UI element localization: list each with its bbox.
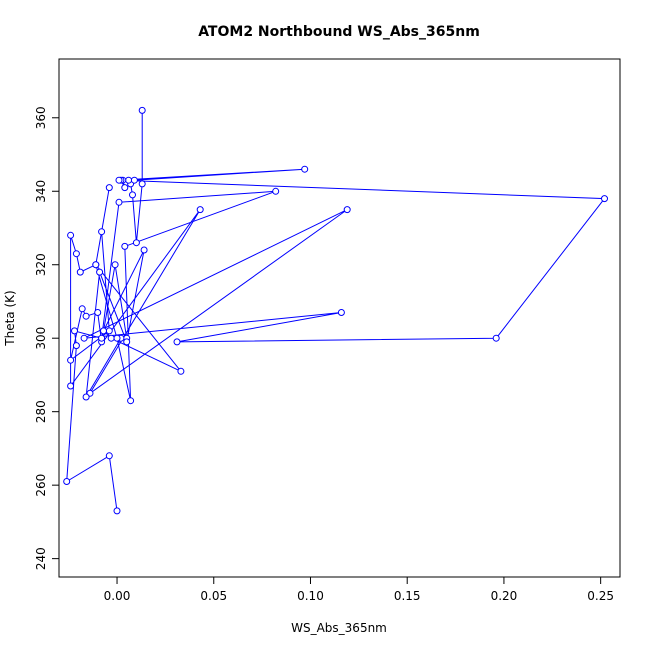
data-point	[115, 198, 123, 206]
data-point	[100, 327, 107, 335]
data-point	[92, 261, 100, 269]
data-point	[82, 393, 90, 401]
plot-frame	[58, 58, 621, 578]
data-point	[72, 250, 80, 258]
y-axis: 240 260 280 300 320 340 360	[34, 106, 60, 570]
y-tick-label: 320	[34, 253, 48, 276]
data-point	[196, 206, 204, 214]
data-point	[132, 239, 140, 247]
data-point	[140, 246, 148, 254]
data-point	[127, 397, 135, 405]
data-point	[82, 312, 90, 320]
data-point	[121, 242, 129, 250]
data-point	[337, 309, 345, 316]
data-point	[129, 191, 136, 199]
data-point	[67, 356, 75, 364]
data-point	[177, 367, 185, 375]
x-axis-label: WS_Abs_365nm	[291, 621, 387, 635]
x-tick-label: 0.20	[491, 589, 518, 603]
data-point	[105, 452, 113, 460]
data-point	[105, 184, 113, 192]
data-point	[121, 184, 129, 192]
data-point	[113, 334, 121, 342]
data-point	[301, 165, 309, 173]
data-point	[111, 261, 119, 269]
series-points	[63, 106, 608, 515]
y-axis-label: Theta (K)	[3, 290, 17, 346]
data-point	[76, 268, 84, 276]
y-tick-label: 300	[34, 327, 48, 350]
data-point	[272, 187, 280, 195]
y-tick-label: 340	[34, 180, 48, 203]
x-tick-label: 0.00	[104, 589, 131, 603]
data-point	[94, 309, 102, 316]
data-point	[113, 507, 121, 515]
data-point	[67, 231, 75, 239]
data-point	[173, 338, 181, 346]
y-tick-label: 280	[34, 400, 48, 423]
data-point	[125, 176, 133, 184]
data-point	[130, 176, 138, 184]
x-tick-label: 0.15	[394, 589, 421, 603]
data-point	[63, 478, 71, 485]
data-point	[123, 338, 131, 346]
data-point	[343, 206, 351, 214]
x-tick-label: 0.05	[200, 589, 227, 603]
chart-title: ATOM2 Northbound WS_Abs_365nm	[198, 24, 480, 40]
y-tick-label: 360	[34, 106, 48, 129]
data-point	[98, 334, 106, 342]
y-tick-label: 260	[34, 474, 48, 497]
x-axis: 0.00 0.05 0.10 0.15 0.20 0.25	[104, 576, 614, 603]
data-point	[492, 334, 500, 342]
data-point	[72, 342, 80, 350]
y-tick-label: 240	[34, 547, 48, 570]
data-point	[80, 334, 88, 342]
data-point	[98, 228, 106, 236]
data-point	[138, 180, 146, 188]
data-point	[107, 334, 115, 342]
data-point	[115, 176, 123, 184]
data-point	[601, 195, 608, 203]
data-point	[78, 305, 86, 313]
data-point	[67, 382, 75, 390]
series-line	[66, 110, 606, 511]
data-point	[71, 327, 78, 335]
data-point	[138, 106, 146, 114]
x-tick-label: 0.10	[297, 589, 324, 603]
data-point	[96, 268, 104, 276]
data-point	[105, 327, 113, 335]
x-tick-label: 0.25	[587, 589, 614, 603]
